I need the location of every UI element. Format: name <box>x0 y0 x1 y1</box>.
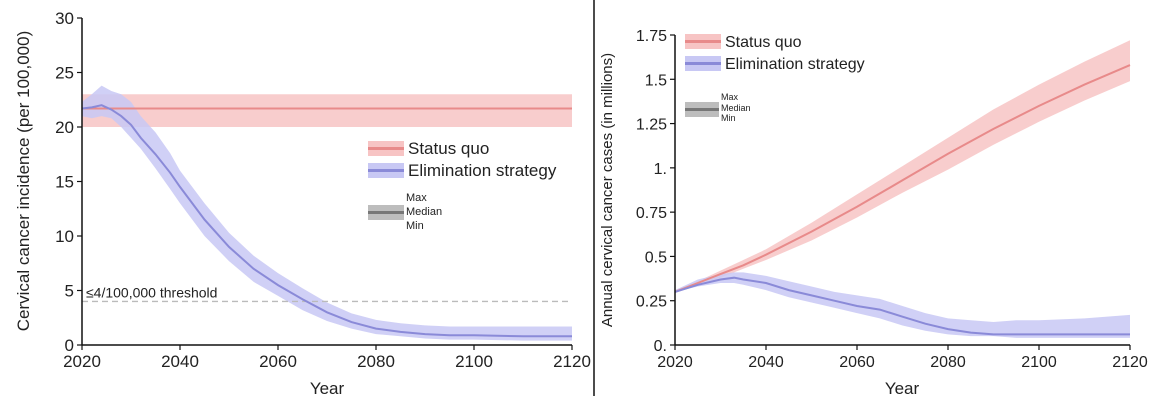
range-key-min-label: Min <box>406 220 424 232</box>
range-key-max-label: Max <box>406 192 427 204</box>
x-tick-label: 2080 <box>930 354 966 371</box>
range-key-min-label: Min <box>721 113 736 123</box>
cases-chart: 2020 2040 2060 2080 2100 2120 0. 0.25 0.5 0.75 1. 1… <box>599 28 1148 396</box>
x-tick-label: 2120 <box>553 352 591 371</box>
cases-median-lines <box>674 64 1131 336</box>
x-tick-label: 2020 <box>63 352 101 371</box>
incidence-axes: 2020 2040 2060 2080 2100 2120 0 5 10 15 20 25 30 <box>55 9 591 371</box>
legend-elimination-label: Elimination strategy <box>725 56 865 73</box>
cases-legend: Status quo Elimination strategy Max Medi… <box>685 34 865 123</box>
y-tick-label: 15 <box>55 173 74 192</box>
incidence-legend: Status quo Elimination strategy Max Medi… <box>368 139 557 232</box>
cases-axes: 2020 2040 2060 2080 2100 2120 0. 0.25 0.5 0.75 1. 1… <box>636 28 1148 371</box>
incidence-bands <box>82 85 572 341</box>
band-series-1 <box>82 85 572 341</box>
y-tick-label: 1.25 <box>636 117 667 134</box>
x-tick-label: 2080 <box>357 352 395 371</box>
x-tick-label: 2040 <box>748 354 784 371</box>
x-tick-label: 2060 <box>259 352 297 371</box>
x-tick-label: 2100 <box>455 352 493 371</box>
legend-status-quo-line <box>368 147 404 150</box>
x-tick-label: 2120 <box>1112 354 1148 371</box>
band-series-1 <box>675 272 1130 338</box>
y-tick-label: 0.25 <box>636 294 667 311</box>
range-key-max-label: Max <box>721 92 739 102</box>
y-tick-label: 30 <box>55 9 74 28</box>
range-key-median-label: Median <box>406 206 442 218</box>
x-tick-label: 2100 <box>1021 354 1057 371</box>
y-tick-label: 1.5 <box>645 72 667 89</box>
y-tick-label: 25 <box>55 64 74 83</box>
range-key-median-line <box>685 108 719 111</box>
incidence-chart: ≤4/100,000 threshold 2020 2040 2060 2080 210… <box>14 9 591 396</box>
legend-elimination-label: Elimination strategy <box>408 161 557 180</box>
legend-elimination-line <box>685 62 721 65</box>
y-tick-label: 10 <box>55 227 74 246</box>
x-tick-label: 2020 <box>657 354 693 371</box>
legend-status-quo-label: Status quo <box>725 34 802 51</box>
range-key-median-label: Median <box>721 103 751 113</box>
median-line-series-1 <box>81 104 572 338</box>
legend-status-quo-line <box>685 40 721 43</box>
cases-y-axis-title: Annual cervical cancer cases (in million… <box>599 53 616 327</box>
y-tick-label: 1. <box>654 161 667 178</box>
band-series-0 <box>82 94 572 127</box>
median-line-series-1 <box>674 276 1130 336</box>
y-tick-label: 0.5 <box>645 249 667 266</box>
x-tick-label: 2060 <box>839 354 875 371</box>
band-series-0 <box>675 40 1130 292</box>
threshold-label: ≤4/100,000 threshold <box>86 284 217 300</box>
legend-status-quo-label: Status quo <box>408 139 489 158</box>
incidence-y-axis-title: Cervical cancer incidence (per 100,000) <box>14 31 33 332</box>
y-tick-label: 5 <box>65 282 74 301</box>
incidence-median-lines <box>81 104 572 338</box>
range-key-median-line <box>368 211 404 214</box>
cases-bands <box>675 40 1130 338</box>
median-line-series-0 <box>674 64 1131 293</box>
y-tick-label: 0 <box>65 336 74 355</box>
x-tick-label: 2040 <box>161 352 199 371</box>
y-tick-label: 0.75 <box>636 205 667 222</box>
y-tick-label: 20 <box>55 118 74 137</box>
y-tick-label: 0. <box>654 338 667 355</box>
legend-elimination-line <box>368 169 404 172</box>
cases-x-axis-title: Year <box>885 379 920 396</box>
y-tick-label: 1.75 <box>636 28 667 45</box>
incidence-x-axis-title: Year <box>310 379 345 396</box>
